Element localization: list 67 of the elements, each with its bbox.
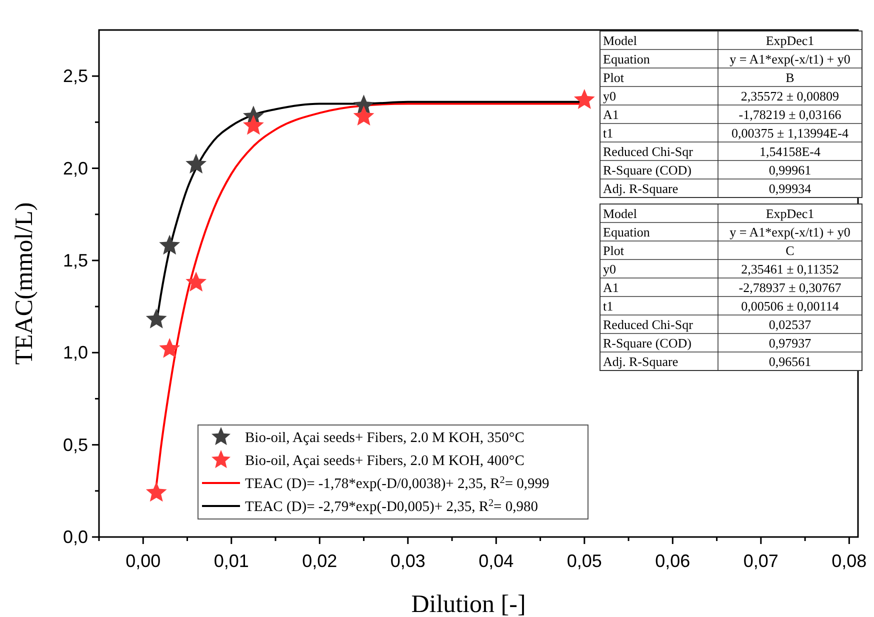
annotation: t1: [603, 298, 614, 314]
annotation: R-Square (COD): [603, 162, 692, 178]
y-tick-label: 1,5: [62, 250, 88, 270]
annotation: Plot: [603, 70, 624, 85]
annotation: Model: [603, 206, 638, 221]
point: [146, 482, 167, 502]
annotation: y = A1*exp(-x/t1) + y0: [730, 224, 850, 240]
annotation: Adj. R-Square: [603, 181, 678, 196]
annotation: y0: [603, 262, 616, 276]
point: [353, 106, 374, 126]
annotation: A1: [603, 107, 619, 122]
point: [159, 234, 180, 255]
legend-label: TEAC (D)= -2,79*exp(-D0,005)+ 2,35, R$^{2}$= 0,980: [245, 498, 538, 515]
annotation: t1: [603, 126, 614, 140]
point: [159, 338, 180, 358]
y-tick-label: 0,5: [62, 434, 88, 455]
annotation: -2,78937 ± 0,30767: [738, 280, 842, 295]
legend-label: TEAC (D)= -1,78*exp(-D/0,0038)+ 2,35, R$^{2}$= 0,999: [245, 474, 550, 492]
x-tick-label: 0,06: [655, 551, 690, 571]
annotation: 0,00375 ± 1,13994E-4: [732, 126, 849, 140]
x-axis-title: Dilution [-]: [411, 591, 526, 617]
legend-label: Bio-oil, Açai seeds+ Fibers, 2.0 M KOH, 350°C: [245, 430, 524, 446]
annotation: 0,99934: [768, 181, 812, 196]
x-tick-label: 0,07: [743, 551, 778, 571]
legend-label: Bio-oil, Açai seeds+ Fibers, 2.0 M KOH, 400°C: [245, 453, 524, 469]
point: [574, 89, 595, 109]
annotation: -1,78219 ± 0,03166: [738, 107, 842, 122]
point: [146, 308, 167, 328]
y-tick-label: 2,0: [62, 158, 88, 178]
annotation: R-Square (COD): [603, 336, 692, 350]
x-tick-label: 0,00: [126, 551, 161, 571]
annotation: Reduced Chi-Sqr: [603, 317, 694, 332]
annotation: 0,02537: [768, 317, 812, 332]
y-tick-label: 0,0: [62, 527, 88, 547]
annotation: Model: [603, 33, 638, 48]
x-tick-label: 0,01: [214, 551, 249, 571]
annotation: 0,00506 ± 0,00114: [741, 298, 840, 314]
annotation: y0: [603, 88, 616, 104]
annotation: 0,99961: [768, 162, 812, 178]
annotation: 2,35461 ± 0,11352: [741, 262, 839, 276]
annotation: 1,54158E-4: [759, 144, 822, 159]
annotation: y = A1*exp(-x/t1) + y0: [730, 52, 850, 66]
point: [242, 114, 264, 135]
annotation: Plot: [603, 243, 624, 258]
y-tick-label: 1,0: [62, 342, 88, 363]
x-tick-label: 0,08: [832, 551, 867, 571]
annotation: Equation: [603, 52, 650, 66]
point: [186, 272, 207, 292]
annotation: 2,35572 ± 0,00809: [740, 88, 840, 104]
x-tick-label: 0,03: [390, 551, 426, 571]
annotation: A1: [603, 280, 619, 295]
x-tick-label: 0,02: [302, 551, 338, 571]
y-axis-title: TEAC(mmol/L): [11, 202, 38, 365]
annotation: Reduced Chi-Sqr: [603, 144, 694, 159]
x-tick-label: 0,05: [566, 551, 602, 571]
annotation: ExpDec1: [766, 206, 814, 221]
point: [186, 154, 207, 174]
annotation: Equation: [603, 224, 650, 240]
y-tick-label: 2,5: [62, 66, 88, 86]
annotation: 0,96561: [768, 354, 812, 369]
annotation: B: [786, 70, 795, 85]
point: [353, 94, 374, 114]
annotation: C: [786, 243, 794, 258]
annotation: 0,97937: [768, 336, 812, 350]
annotation: ExpDec1: [766, 33, 814, 48]
x-tick-label: 0,04: [478, 551, 514, 571]
annotation: Adj. R-Square: [603, 354, 678, 369]
